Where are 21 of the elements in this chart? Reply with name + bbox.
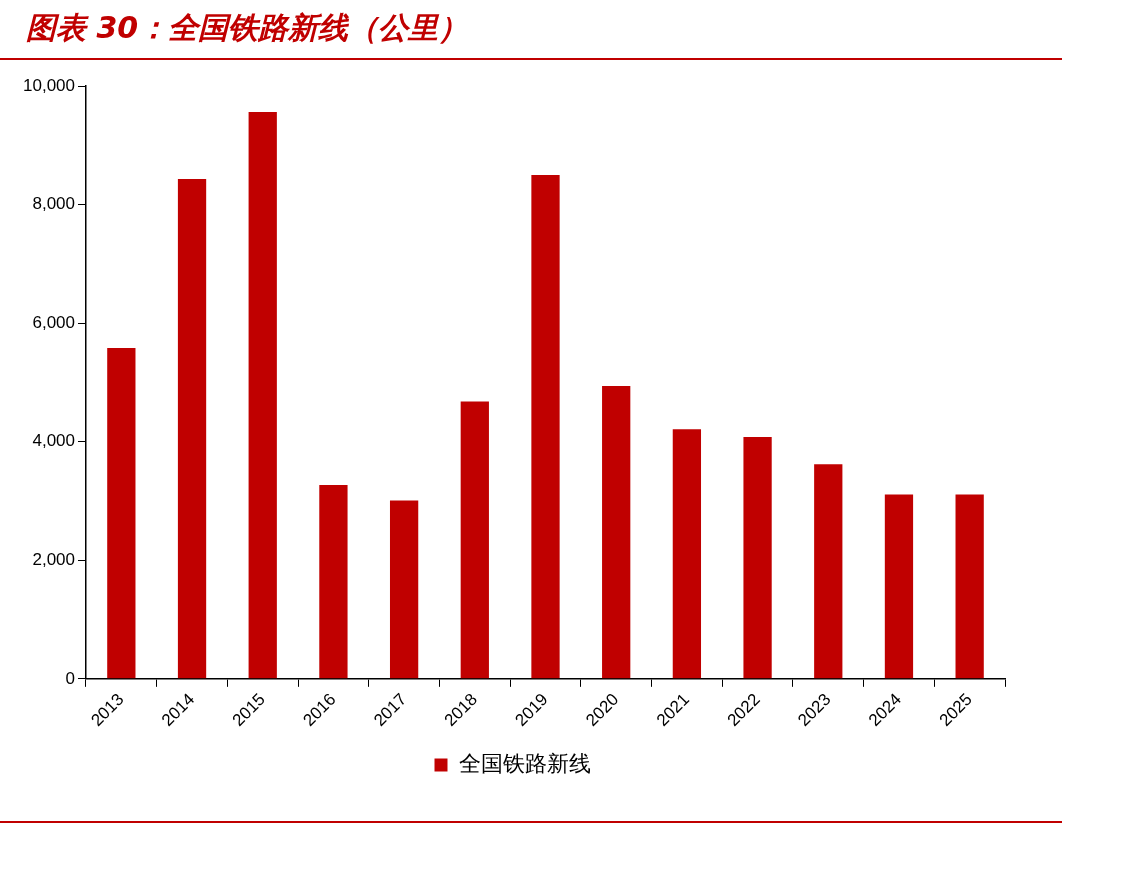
y-tick-label: 6,000 (32, 312, 75, 332)
chart-title: 图表 30：全国铁路新线（公里） (26, 9, 469, 47)
bar (884, 494, 914, 679)
bar (602, 385, 631, 679)
bar (107, 348, 136, 679)
bar (531, 174, 560, 679)
bar (177, 179, 207, 679)
bar (955, 494, 984, 679)
bar (460, 401, 489, 679)
bar (248, 112, 277, 679)
bar (743, 436, 772, 679)
bar (814, 464, 843, 679)
y-tick-label: 8,000 (32, 194, 75, 214)
y-tick-label: 2,000 (32, 549, 75, 569)
legend-label: 全国铁路新线 (458, 750, 591, 776)
bar (672, 429, 702, 679)
y-tick-label: 0 (65, 668, 75, 688)
bar (389, 500, 419, 679)
y-tick-label: 4,000 (32, 431, 75, 451)
bar (319, 484, 348, 679)
y-tick-label: 10,000 (23, 75, 75, 95)
